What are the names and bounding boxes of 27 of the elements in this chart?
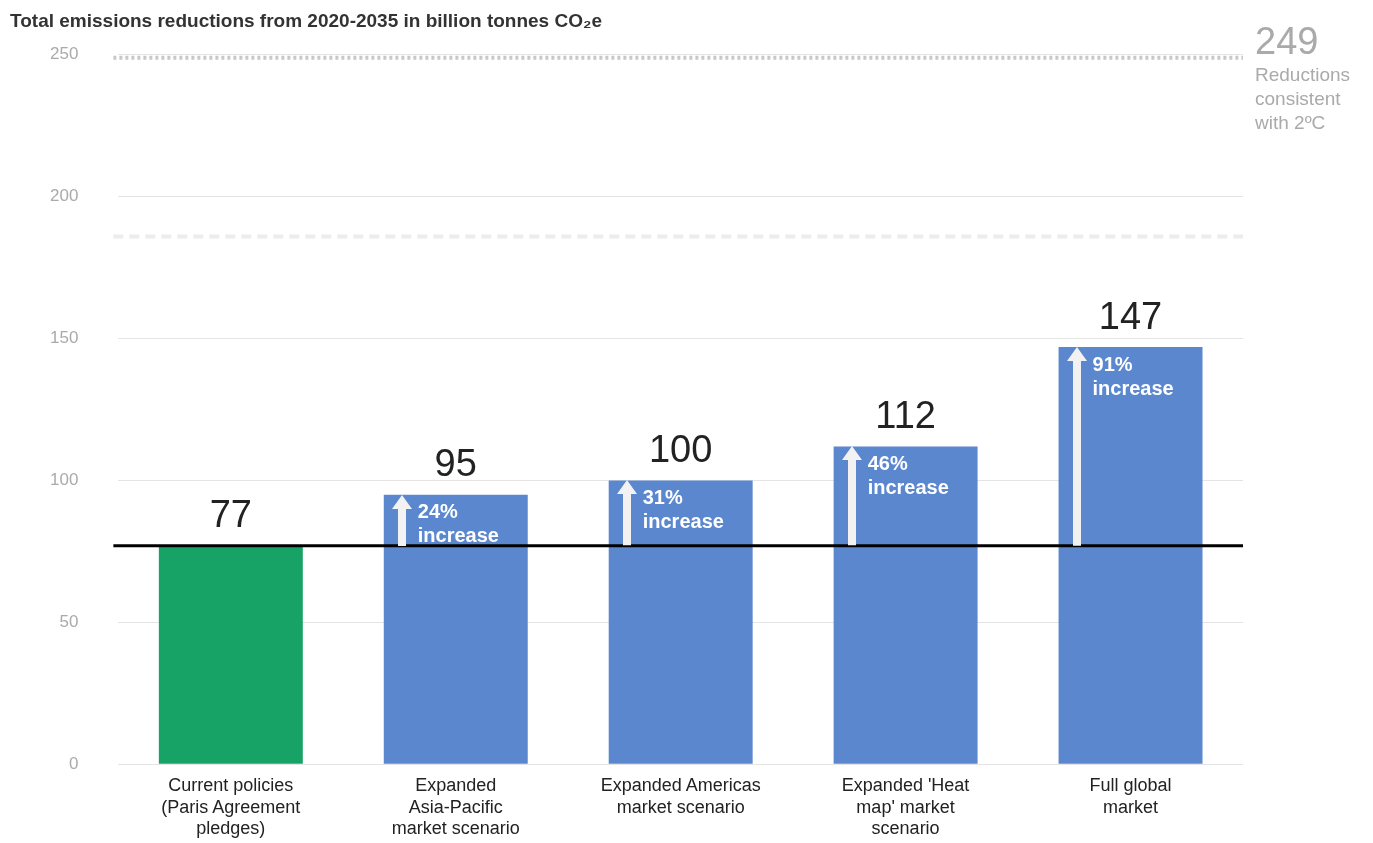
x-tick-label: Full global market: [1089, 774, 1172, 817]
data-label: 100: [648, 427, 713, 470]
x-tick-label: Current policies (Paris Agreement pledges): [161, 774, 301, 839]
annotation: 31% increase: [642, 485, 724, 532]
annotation: 46% increase: [867, 451, 949, 498]
data-label: 77: [209, 493, 252, 536]
x-tick-label: Expanded Americas market scenario: [600, 774, 761, 817]
ref-line-label: 249 Reductions consistent with 2ºC: [1254, 20, 1351, 133]
bar: [1058, 347, 1203, 764]
bar: [608, 480, 753, 764]
y-tick-label: 100: [49, 470, 79, 490]
data-label: 147: [1098, 294, 1163, 337]
y-tick-label: 0: [68, 753, 79, 773]
bar: [383, 494, 528, 764]
x-tick-label: Expanded Asia-Pacific market scenario: [391, 774, 520, 839]
data-label: 95: [434, 442, 477, 485]
annotation: 24% increase: [417, 500, 499, 547]
data-label: 112: [875, 393, 936, 436]
y-tick-label: 250: [49, 44, 79, 64]
y-tick-label: 150: [49, 328, 79, 348]
chart-title: Total emissions reductions from 2020-2035 in billion tonnes CO₂e: [10, 9, 602, 31]
x-tick-label: Expanded 'Heat map' market scenario: [841, 774, 970, 839]
annotation: 91% increase: [1092, 352, 1174, 399]
bar: [833, 446, 978, 764]
bar: [158, 545, 303, 764]
y-tick-label: 50: [59, 612, 79, 632]
y-tick-label: 200: [49, 186, 79, 206]
